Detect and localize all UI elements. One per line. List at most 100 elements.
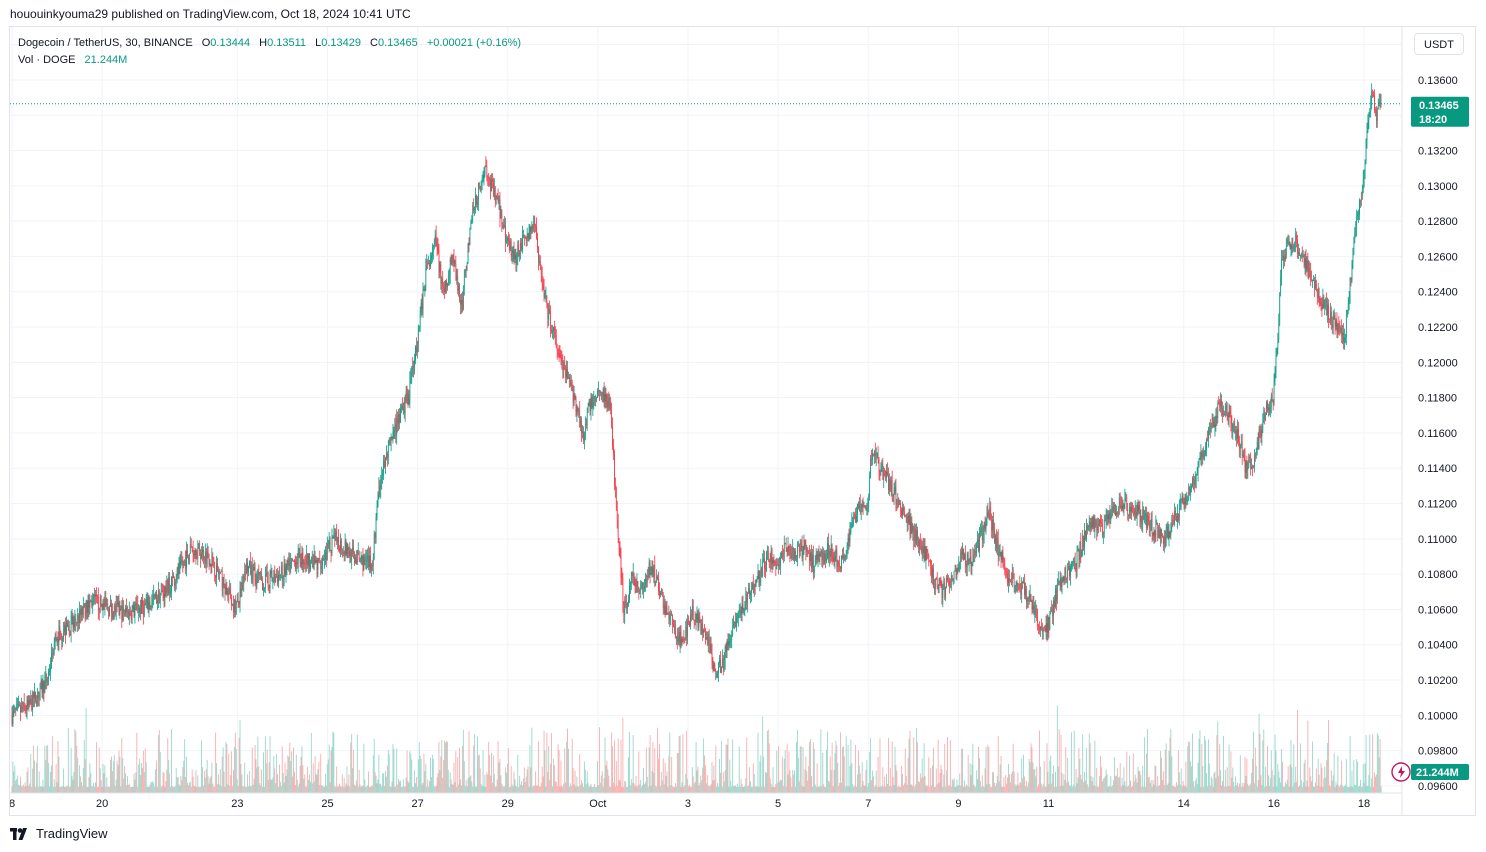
volume-bar bbox=[610, 786, 612, 793]
volume-bar bbox=[1016, 784, 1018, 793]
candle-body bbox=[1222, 408, 1223, 415]
candle-body bbox=[1353, 240, 1355, 255]
volume-bar bbox=[948, 785, 949, 793]
volume-bar bbox=[461, 745, 463, 793]
legend-symbol[interactable]: Dogecoin / TetherUS, 30, BINANCE bbox=[18, 37, 193, 49]
volume-bar bbox=[1345, 759, 1347, 793]
volume-bar bbox=[984, 768, 986, 793]
volume-bar bbox=[1043, 761, 1045, 793]
volume-bar bbox=[106, 777, 108, 793]
volume-bar bbox=[411, 759, 413, 793]
volume-bar bbox=[486, 772, 488, 793]
volume-bar bbox=[228, 753, 230, 793]
candle-body bbox=[876, 453, 878, 456]
price-badge[interactable] bbox=[1411, 96, 1469, 127]
candle-body bbox=[980, 530, 981, 533]
footer-brand-label: TradingView bbox=[36, 826, 108, 841]
volume-bar bbox=[450, 779, 452, 793]
candle-body bbox=[681, 639, 683, 645]
volume-bar bbox=[647, 786, 649, 793]
candle-body bbox=[1095, 520, 1097, 524]
volume-bar bbox=[220, 786, 222, 793]
candle-body bbox=[523, 235, 525, 237]
legend-volume-label[interactable]: Vol · DOGE bbox=[18, 54, 76, 66]
volume-bar bbox=[721, 786, 723, 793]
volume-bar bbox=[735, 785, 736, 793]
volume-bar bbox=[1333, 753, 1335, 793]
candle-body bbox=[1246, 462, 1248, 470]
candle-body bbox=[686, 626, 688, 638]
volume-bar bbox=[629, 785, 631, 793]
legend-open-label: O bbox=[201, 37, 211, 49]
candlestick-chart[interactable]: 0.138000.136000.134000.132000.130000.128… bbox=[10, 27, 1476, 816]
volume-bar bbox=[602, 786, 604, 793]
candle-body bbox=[22, 702, 24, 709]
volume-bar bbox=[553, 765, 555, 793]
volume-bar bbox=[137, 786, 139, 793]
candle-body bbox=[433, 242, 435, 246]
candle-body bbox=[220, 571, 222, 573]
candle-body bbox=[1364, 160, 1366, 172]
candle-body bbox=[81, 607, 82, 615]
candle-body bbox=[887, 471, 888, 475]
volume-bar bbox=[263, 786, 265, 793]
volume-bar bbox=[234, 732, 236, 793]
candle-body bbox=[856, 515, 857, 523]
volume-bar bbox=[214, 786, 216, 793]
volume-bar bbox=[552, 786, 553, 793]
candle-body bbox=[1230, 413, 1232, 424]
volume-bar bbox=[728, 786, 730, 793]
candle-body bbox=[131, 609, 133, 620]
volume-bar bbox=[1227, 786, 1229, 793]
volume-bar bbox=[313, 781, 315, 793]
volume-bar bbox=[1184, 786, 1186, 793]
volume-bar bbox=[1223, 786, 1225, 793]
candle-body bbox=[466, 263, 468, 270]
candle-body bbox=[928, 556, 930, 561]
candle-body bbox=[384, 461, 385, 467]
candle-body bbox=[169, 577, 170, 594]
volume-bar bbox=[1161, 780, 1163, 793]
candle-body bbox=[799, 543, 801, 553]
volume-bar bbox=[1169, 737, 1171, 793]
candle-body bbox=[21, 706, 23, 709]
volume-bar bbox=[848, 786, 850, 793]
currency-button[interactable]: USDT bbox=[1414, 33, 1464, 55]
candle-body bbox=[1117, 513, 1119, 514]
volume-bar bbox=[1324, 766, 1326, 793]
candle-body bbox=[1280, 277, 1282, 293]
volume-bar bbox=[404, 786, 406, 793]
candle-body bbox=[488, 177, 490, 179]
candle-body bbox=[540, 266, 542, 274]
candle-body bbox=[213, 557, 215, 568]
candle-body bbox=[188, 557, 189, 561]
volume-bar bbox=[262, 786, 263, 793]
candle-body bbox=[503, 225, 505, 229]
candle-body bbox=[875, 455, 877, 457]
candle-body bbox=[923, 546, 925, 553]
volume-bar bbox=[922, 776, 924, 793]
volume-bar bbox=[1090, 775, 1092, 793]
volume-bar bbox=[1292, 787, 1294, 793]
candle-body bbox=[1315, 280, 1316, 289]
candle-body bbox=[563, 362, 565, 370]
candle-body bbox=[800, 543, 802, 545]
time-tick-label: 11 bbox=[1043, 798, 1054, 810]
volume-bar bbox=[991, 786, 993, 793]
volume-bar bbox=[1240, 786, 1242, 793]
candle-body bbox=[615, 488, 617, 509]
candle-body bbox=[1155, 523, 1157, 538]
volume-bar bbox=[819, 786, 821, 793]
volume-bar bbox=[589, 785, 591, 793]
volume-bar bbox=[307, 767, 309, 793]
volume-bar bbox=[970, 775, 972, 793]
candle-body bbox=[261, 572, 262, 581]
chart-container[interactable]: 0.138000.136000.134000.132000.130000.128… bbox=[9, 26, 1476, 816]
volume-bar bbox=[1064, 779, 1066, 793]
footer-brand[interactable]: TradingView bbox=[10, 826, 108, 841]
volume-bar bbox=[777, 782, 779, 793]
candle-body bbox=[774, 562, 776, 565]
candle-body bbox=[754, 584, 756, 588]
volume-bar bbox=[1197, 762, 1199, 793]
volume-bar bbox=[170, 786, 172, 793]
